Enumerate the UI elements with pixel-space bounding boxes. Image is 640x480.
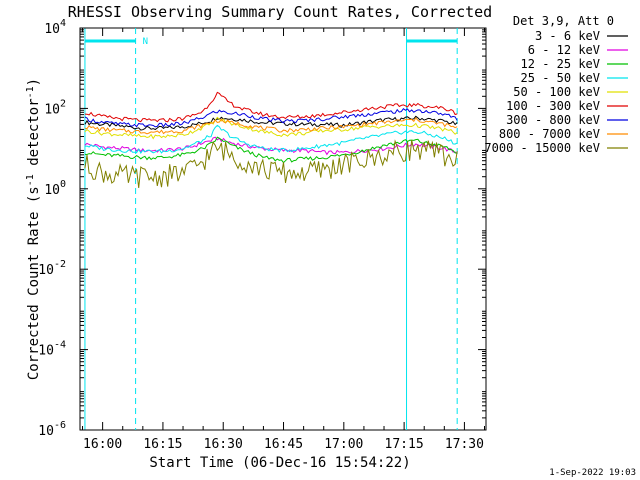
y-tick-base: 10 (38, 424, 54, 439)
x-tick-label: 17:30 (445, 437, 484, 452)
legend-label: 6 - 12 keV (528, 43, 600, 57)
night-label: N (143, 37, 148, 47)
timestamp: 1-Sep-2022 19:03 (549, 468, 636, 478)
legend-label: 50 - 100 keV (513, 85, 600, 99)
y-tick-label: 10-2 (38, 259, 66, 278)
x-axis-ticks: 16:00 16:15 16:30 16:45 17:00 17:15 17:30 (82, 28, 486, 452)
legend-label: 7000 - 15000 keV (484, 141, 600, 155)
x-tick-label: 17:15 (385, 437, 424, 452)
y-tick-base: 10 (38, 344, 54, 359)
x-axis-label: Start Time (06-Dec-16 15:54:22) (149, 455, 410, 471)
y-tick-base: 10 (44, 22, 60, 37)
y-tick-label: 104 (44, 18, 66, 37)
y-axis-label-sup1: -1 (25, 174, 36, 186)
series-line (84, 124, 458, 155)
series-line (84, 116, 458, 140)
y-tick-label: 10-4 (38, 340, 66, 359)
y-tick-exponent: 2 (60, 98, 66, 109)
y-tick-base: 10 (44, 183, 60, 198)
y-tick-exponent: -4 (54, 340, 66, 351)
series-line (84, 136, 458, 156)
x-tick-label: 16:00 (83, 437, 122, 452)
y-tick-exponent: 4 (60, 18, 66, 29)
legend-label: 3 - 6 keV (535, 29, 600, 43)
y-axis-label-main: Corrected Count Rate (s (26, 186, 42, 380)
y-tick-label: 10-6 (38, 420, 66, 439)
series-line (84, 91, 458, 123)
y-tick-label: 100 (44, 179, 66, 198)
x-tick-label: 16:15 (143, 437, 182, 452)
legend-label: 100 - 300 keV (506, 99, 600, 113)
legend-label: 300 - 800 keV (506, 113, 600, 127)
legend-header: Det 3,9, Att 0 (513, 14, 614, 28)
y-tick-base: 10 (44, 102, 60, 117)
y-axis-label-sup2: -1 (25, 86, 36, 98)
y-axis-label: Corrected Count Rate (s-1 detector-1) (25, 78, 42, 380)
x-tick-label: 16:45 (264, 437, 303, 452)
y-tick-exponent: -2 (54, 259, 66, 270)
y-tick-label: 102 (44, 98, 66, 117)
legend-label: 25 - 50 keV (521, 71, 600, 85)
y-axis-label-end: ) (26, 78, 42, 86)
legend-label: 800 - 7000 keV (499, 127, 600, 141)
night-interval-markers: N (84, 28, 458, 430)
y-tick-exponent: 0 (60, 179, 66, 190)
series-line (84, 117, 458, 135)
series-lines (84, 91, 458, 188)
series-line (84, 115, 458, 131)
y-tick-base: 10 (38, 263, 54, 278)
y-tick-exponent: -6 (54, 420, 66, 431)
chart-title: RHESSI Observing Summary Count Rates, Co… (68, 3, 492, 21)
legend-label: 12 - 25 keV (521, 57, 600, 71)
x-tick-label: 16:30 (204, 437, 243, 452)
x-tick-label: 17:00 (324, 437, 363, 452)
series-line (84, 139, 458, 188)
plot-area (79, 27, 487, 431)
y-axis-label-mid: detector (26, 98, 42, 174)
series-line (84, 107, 458, 128)
